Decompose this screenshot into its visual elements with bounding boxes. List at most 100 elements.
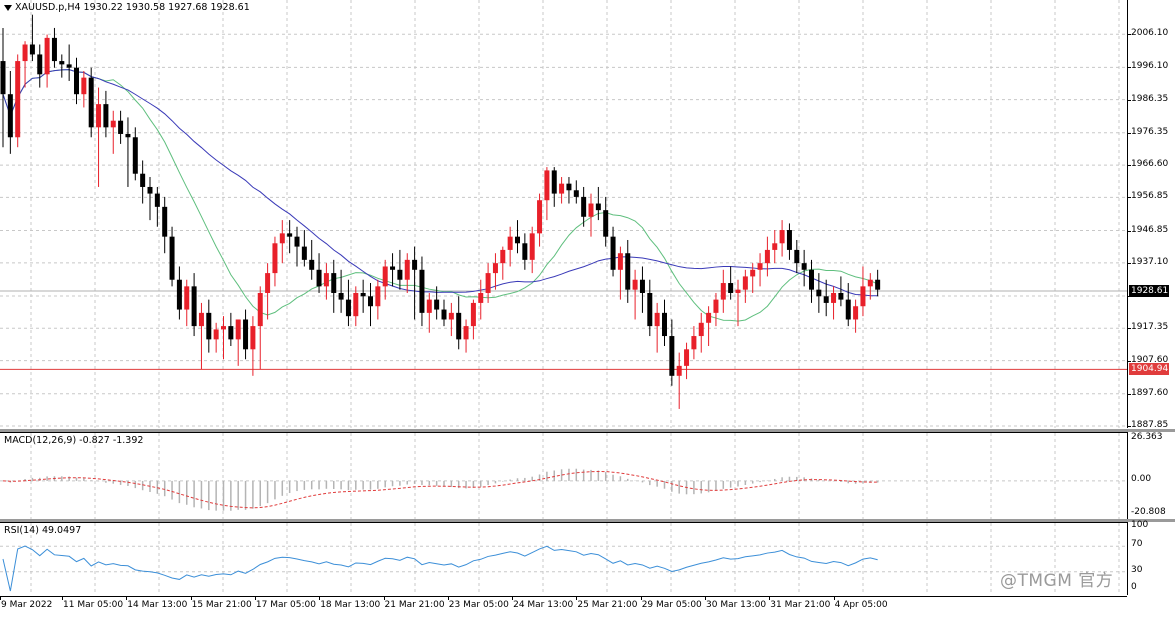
time-tick-label: 14 Mar 13:00 [127,600,188,610]
candle-body [662,312,667,337]
price-tick-mark [1128,262,1131,264]
time-axis[interactable]: 9 Mar 2022 11 Mar 05:00 14 Mar 13:00 15 Mar… [0,596,1127,617]
time-tick-label: 17 Mar 05:00 [255,600,316,610]
candle-body [581,196,587,217]
time-tick-label: 15 Mar 21:00 [191,600,252,610]
candle-body [831,292,837,303]
candle-body [448,312,454,320]
candle-body [647,292,653,327]
candle-body [74,67,79,95]
time-tick-mark [383,597,385,600]
candle-body [213,329,219,340]
candle-body [809,269,814,290]
candle-body [500,249,506,264]
time-tick-mark [0,597,1,600]
macd-label: MACD(12,26,9) -0.827 -1.392 [4,435,144,446]
price-tick-mark [1128,132,1131,134]
current-price-badge: 1928.61 [1129,284,1169,297]
price-tick-mark [1128,165,1131,167]
pane-separator[interactable] [0,429,1175,432]
candle-body [15,61,21,138]
candle-body [625,253,631,290]
macd-tick-label: 26.363 [1131,432,1163,442]
candle-body [860,286,866,307]
candle-body [412,259,418,270]
chart-menu-triangle-icon[interactable] [4,4,12,11]
candle-body [691,336,697,350]
price-tick-label: 1956.85 [1131,191,1169,202]
time-tick-label: 31 Mar 21:00 [770,600,831,610]
time-tick-label: 30 Mar 13:00 [706,600,767,610]
time-tick-mark [447,597,449,600]
time-tick-mark [833,597,835,600]
candle-body [368,296,373,307]
macd-pane[interactable]: MACD(12,26,9) -0.827 -1.392 [0,432,1128,520]
time-tick-mark [512,597,514,600]
macd-canvas [0,433,1127,520]
candle-body [426,299,432,313]
time-tick-label: 24 Mar 13:00 [513,600,574,610]
time-tick-mark [190,597,192,600]
candle-body [22,44,28,62]
candle-body [169,236,175,280]
rsi-pane[interactable]: RSI(14) 49.0497 [0,522,1128,595]
candle-body [404,259,410,280]
candle-body [772,243,778,250]
candle-body [742,276,748,290]
candle-body [110,120,116,128]
rsi-line [2,545,878,592]
candle-body [720,283,726,300]
candle-body [287,233,293,237]
candle-body [684,349,690,366]
candle-body [397,269,403,280]
candle-body [29,44,35,55]
level-price-badge: 1904.94 [1129,363,1169,376]
candle-body [345,299,351,317]
candle-body [243,319,249,350]
macd-tick-label: -20.808 [1131,507,1166,517]
candle-body [323,273,329,287]
candle-body [44,37,50,75]
candle-body [51,37,57,62]
candle-body [507,236,513,250]
candle-body [801,263,807,270]
macd-tick-label: 0.00 [1131,473,1152,484]
price-tick-label: 1907.60 [1131,354,1169,365]
candle-body [706,312,712,323]
candle-body [610,236,616,270]
candle-body [37,54,43,75]
candle-body [757,263,763,270]
candle-body [162,206,168,237]
rsi-tick-label: 70 [1131,539,1143,550]
macd-axis: 26.363 0.00 -20.808 [1128,432,1175,519]
candle-body [786,230,792,250]
candle-body [154,193,160,207]
rsi-tick-label: 30 [1131,564,1143,575]
price-chart-pane[interactable]: XAUUSD.p,H4 1930.22 1930.58 1927.68 1928… [0,0,1128,428]
candle-body [125,133,131,138]
candle-body [294,236,300,247]
time-tick-label: 25 Mar 21:00 [577,600,638,610]
rsi-tick-label: 100 [1131,520,1149,530]
time-tick-mark [640,597,642,600]
candle-body [257,292,263,327]
candle-body [309,259,315,270]
pane-separator[interactable] [0,519,1175,522]
price-tick-mark [1128,328,1131,330]
price-tick-label: 1937.10 [1131,256,1169,267]
candle-body [103,104,109,128]
candle-body [735,289,741,293]
candle-body [823,296,829,303]
candle-body [198,312,204,327]
candle-body [191,286,197,327]
time-tick-label: 29 Mar 05:00 [641,600,702,610]
candle-body [279,233,285,244]
price-tick-mark [1128,34,1131,36]
candle-body [676,365,682,376]
candle-body [316,269,322,287]
candle-body [728,283,734,293]
time-tick-mark [62,597,63,600]
candle-body [419,269,425,313]
ma-slow-line [2,69,878,297]
candle-body [88,77,94,128]
